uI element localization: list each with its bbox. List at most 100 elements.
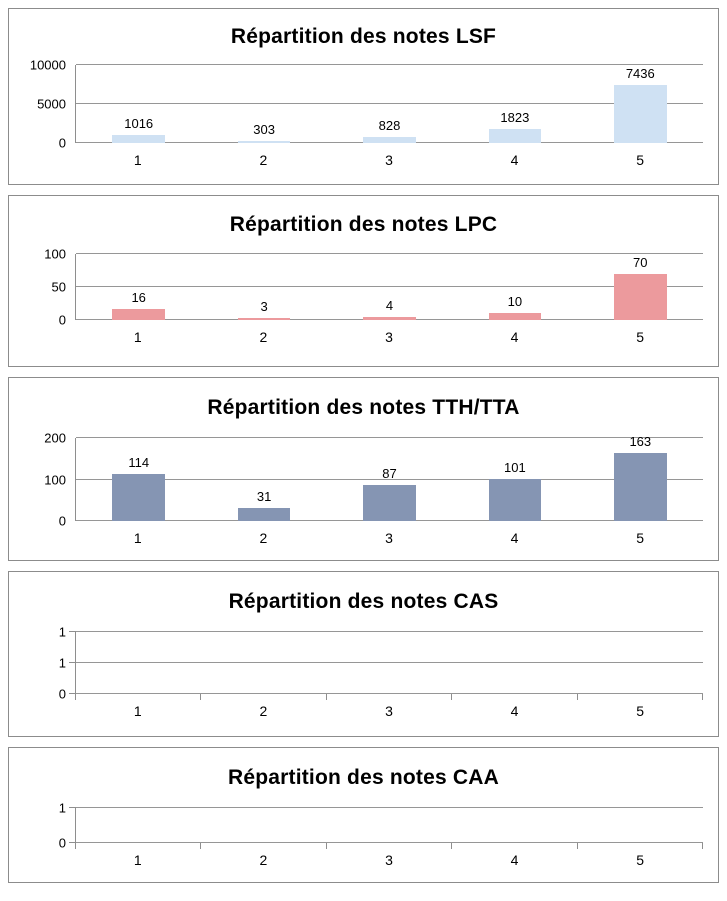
x-tick-mark xyxy=(200,843,202,849)
x-tick-mark xyxy=(576,843,578,849)
bar-value-label: 114 xyxy=(128,454,150,470)
x-tick-label: 4 xyxy=(510,530,519,546)
bar-slot xyxy=(76,632,201,694)
bar-slot: 7436 xyxy=(578,65,703,143)
gridline xyxy=(76,286,703,287)
x-tick-label: 5 xyxy=(636,852,645,868)
y-axis: 100 50 0 xyxy=(9,248,75,327)
bar-value-label: 7436 xyxy=(625,66,655,81)
x-tick-label: 3 xyxy=(385,703,393,719)
bar-value-label: 16 xyxy=(131,290,146,306)
bar xyxy=(363,484,416,521)
chart-panel-lsf: Répartition des notes LSF 10000 5000 0 101… xyxy=(8,8,719,185)
plot-area: 1016 303 828 1823 7436 xyxy=(75,64,703,143)
bar-slot: 70 xyxy=(578,254,703,320)
bar-value-label: 31 xyxy=(256,489,272,505)
y-tick-label: 1 xyxy=(58,800,66,816)
y-tick-mark xyxy=(69,807,76,808)
x-tick-mark xyxy=(576,694,578,700)
bar-slot: 163 xyxy=(578,434,703,521)
bar-slot: 828 xyxy=(327,65,452,143)
y-tick-mark xyxy=(69,662,76,663)
bar xyxy=(237,318,291,320)
x-tick-label: 1 xyxy=(133,329,142,345)
y-tick-label: 50 xyxy=(51,279,66,295)
chart-title: Répartition des notes CAS xyxy=(228,590,499,613)
x-tick-label: 3 xyxy=(385,329,393,345)
x-tick-label: 2 xyxy=(259,703,268,719)
x-tick-label: 1 xyxy=(133,152,142,168)
y-tick-label: 5000 xyxy=(37,96,66,112)
gridline xyxy=(76,631,703,632)
gridline xyxy=(76,693,703,694)
x-tick-label: 2 xyxy=(259,152,268,168)
gridline xyxy=(76,253,703,254)
x-axis-labels: 1 2 3 4 5 xyxy=(75,843,703,875)
bar xyxy=(613,85,667,143)
plot-area: 114 31 87 101 163 xyxy=(75,434,703,521)
plot-area: 16 3 4 10 70 xyxy=(75,253,703,320)
x-tick-label: 5 xyxy=(636,703,645,719)
x-tick-label: 4 xyxy=(510,329,519,345)
bar-slot xyxy=(327,632,452,694)
y-tick-label: 0 xyxy=(58,312,66,328)
chart-panel-cas: Répartition des notes CAS 1 1 0 1 2 3 4 5 xyxy=(8,571,719,737)
bar xyxy=(488,479,542,521)
bar-slot: 101 xyxy=(452,438,577,521)
x-tick-mark xyxy=(451,843,453,849)
bar xyxy=(237,140,291,143)
bar-value-label: 70 xyxy=(633,254,648,270)
y-tick-label: 200 xyxy=(44,430,66,446)
y-tick-label: 1 xyxy=(58,624,66,640)
bar-slot xyxy=(76,808,201,843)
bar-value-label: 163 xyxy=(629,434,652,450)
x-tick-mark xyxy=(451,694,453,700)
y-axis: 10000 5000 0 xyxy=(9,59,75,150)
bar xyxy=(613,273,667,320)
x-tick-mark xyxy=(702,843,703,849)
y-tick-label: 0 xyxy=(58,686,66,702)
x-tick-label: 5 xyxy=(636,329,645,345)
x-axis-labels: 1 2 3 4 5 xyxy=(75,521,703,553)
x-tick-mark xyxy=(325,843,327,849)
y-tick-label: 0 xyxy=(58,513,66,529)
bar-value-label: 10 xyxy=(507,294,523,310)
chart-title: Répartition des notes LPC xyxy=(229,213,498,236)
x-tick-label: 4 xyxy=(510,152,519,168)
chart-panel-lpc: Répartition des notes LPC 100 50 0 16 3 4 10 7… xyxy=(8,195,719,367)
y-tick-label: 100 xyxy=(44,472,66,487)
gridline xyxy=(76,437,703,438)
x-tick-label: 5 xyxy=(636,152,645,168)
y-tick-mark xyxy=(69,693,76,694)
x-tick-mark xyxy=(75,694,76,700)
plot-row: 200 100 0 114 31 87 101 163 xyxy=(9,432,718,528)
gridline xyxy=(76,662,703,663)
x-tick-label: 3 xyxy=(385,852,393,868)
gridline xyxy=(76,842,703,843)
bar-slot: 16 xyxy=(76,254,201,320)
gridline xyxy=(76,103,703,104)
bar-slot: 4 xyxy=(327,254,452,320)
gridline xyxy=(76,478,703,480)
x-axis-labels: 1 2 3 4 5 xyxy=(75,694,703,726)
bar-slot xyxy=(578,632,703,694)
bar xyxy=(237,508,291,521)
bar xyxy=(488,313,542,320)
bar-slot xyxy=(201,632,326,694)
y-tick-mark xyxy=(69,631,76,632)
bar-slot xyxy=(452,632,577,694)
bar-slot xyxy=(327,808,452,843)
bar xyxy=(363,317,416,320)
chart-title: Répartition des notes LSF xyxy=(230,25,497,48)
x-tick-label: 3 xyxy=(385,530,393,546)
bar-slot: 3 xyxy=(201,254,326,320)
bar xyxy=(112,135,166,143)
plot-row: 1 1 0 xyxy=(9,626,718,701)
y-tick-label: 100 xyxy=(44,246,66,262)
y-tick-label: 10000 xyxy=(29,57,66,73)
y-axis: 200 100 0 xyxy=(9,432,75,528)
y-tick-mark xyxy=(69,842,76,843)
x-tick-mark xyxy=(200,694,202,700)
bar-value-label: 3 xyxy=(260,299,268,315)
